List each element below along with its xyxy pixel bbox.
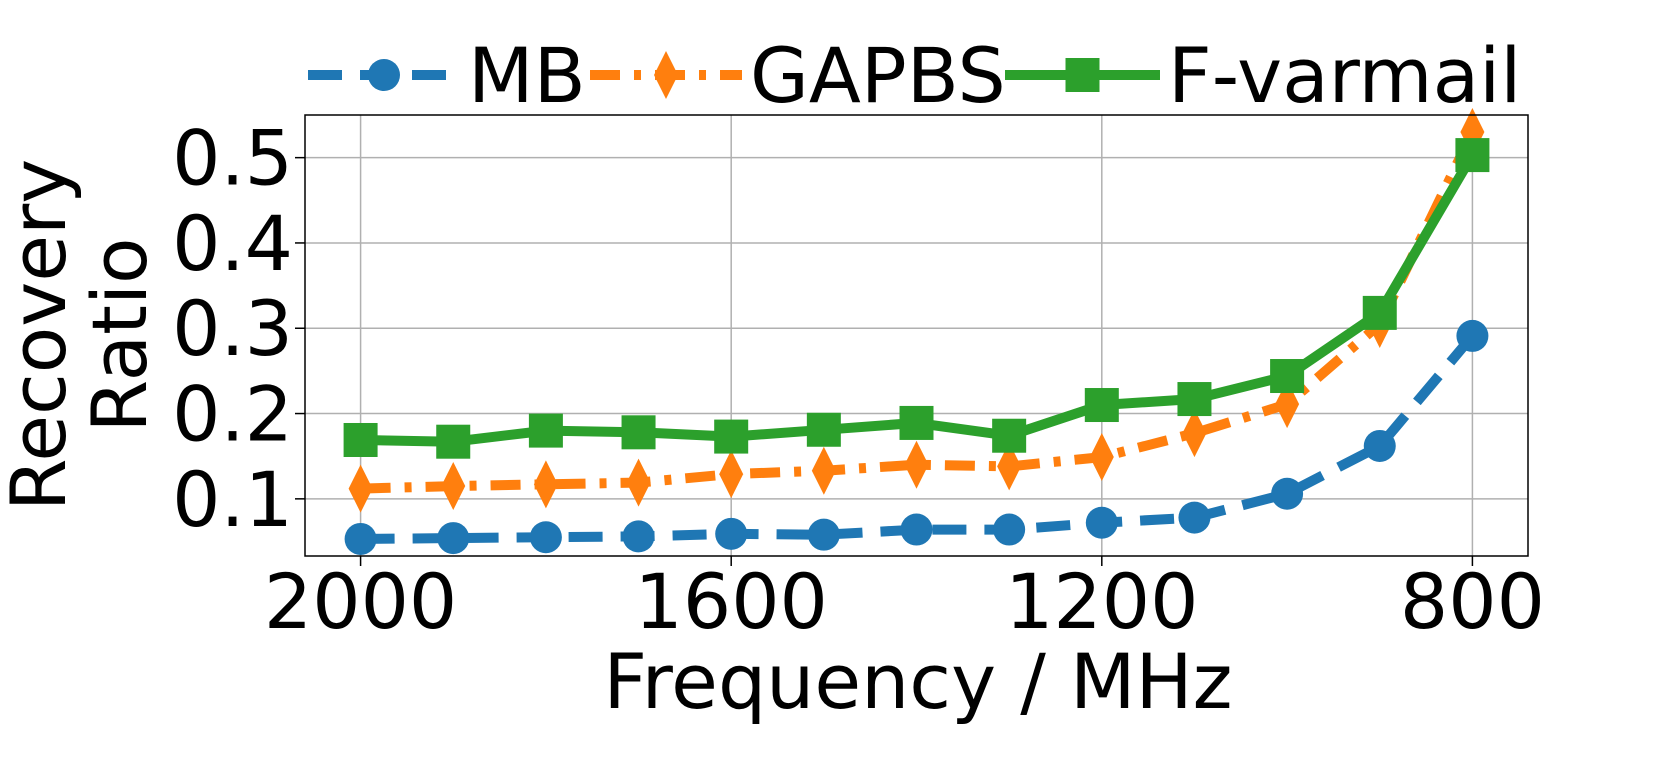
legend-label-gapbs: GAPBS bbox=[750, 31, 1006, 120]
data-point-mb bbox=[1363, 429, 1396, 462]
y-tick-label: 0.4 bbox=[172, 199, 293, 288]
data-point-f-varmail bbox=[1270, 359, 1305, 394]
data-point-mb bbox=[1178, 501, 1211, 534]
data-point-gapbs bbox=[626, 458, 651, 507]
x-tick-label: 1200 bbox=[1005, 557, 1198, 646]
data-point-gapbs bbox=[1089, 433, 1114, 482]
data-point-mb bbox=[715, 517, 748, 550]
y-axis-title-line-1: Recovery bbox=[0, 159, 83, 511]
series-f-varmail bbox=[343, 138, 1490, 459]
data-point-f-varmail bbox=[714, 419, 749, 454]
series-lines bbox=[343, 108, 1490, 555]
y-axis-title-line-2: Ratio bbox=[75, 237, 164, 432]
data-point-gapbs bbox=[997, 442, 1022, 491]
x-tick-label: 800 bbox=[1400, 557, 1545, 646]
series-mb bbox=[344, 319, 1489, 555]
x-tick-label: 2000 bbox=[264, 557, 457, 646]
data-point-f-varmail bbox=[899, 405, 934, 440]
y-tick-label: 0.5 bbox=[172, 114, 293, 203]
data-point-mb bbox=[622, 520, 655, 553]
series-line-f-varmail bbox=[360, 152, 1477, 447]
data-point-mb bbox=[1456, 319, 1489, 352]
series-gapbs bbox=[348, 108, 1485, 513]
data-point-f-varmail bbox=[1177, 382, 1212, 417]
plot-area-frame bbox=[304, 114, 1529, 557]
data-point-f-varmail bbox=[343, 422, 378, 457]
y-tick-label: 0.2 bbox=[172, 370, 293, 459]
legend: MB GAPBS F-varmail bbox=[308, 31, 1521, 120]
data-point-gapbs bbox=[1182, 409, 1207, 458]
legend-marker-mb bbox=[368, 59, 400, 91]
data-point-mb bbox=[900, 513, 933, 546]
data-point-f-varmail bbox=[1455, 138, 1490, 173]
data-point-f-varmail bbox=[528, 413, 563, 448]
axis-ticks: 2000 1600 1200 800 0.10.20.30.40.5 bbox=[172, 114, 1545, 646]
legend-label-f-varmail: F-varmail bbox=[1168, 31, 1521, 120]
data-point-mb bbox=[1085, 506, 1118, 539]
data-point-f-varmail bbox=[1084, 388, 1119, 423]
data-point-gapbs bbox=[533, 460, 558, 509]
data-point-gapbs bbox=[904, 440, 929, 489]
data-point-mb bbox=[993, 513, 1026, 546]
data-point-gapbs bbox=[348, 464, 373, 513]
data-point-gapbs bbox=[441, 462, 466, 511]
data-point-mb bbox=[344, 522, 377, 555]
data-point-f-varmail bbox=[992, 418, 1027, 453]
data-point-f-varmail bbox=[621, 415, 656, 450]
data-point-mb bbox=[437, 522, 470, 555]
legend-label-mb: MB bbox=[468, 31, 586, 120]
data-point-mb bbox=[807, 518, 840, 551]
legend-marker-gapbs bbox=[654, 51, 678, 99]
data-point-f-varmail bbox=[1362, 295, 1397, 330]
data-point-gapbs bbox=[811, 446, 836, 495]
data-point-f-varmail bbox=[436, 424, 471, 459]
x-axis-title: Frequency / MHz bbox=[603, 637, 1232, 726]
data-point-f-varmail bbox=[806, 412, 841, 447]
data-point-mb bbox=[1271, 477, 1304, 510]
x-tick-label: 1600 bbox=[634, 557, 827, 646]
data-point-gapbs bbox=[719, 450, 744, 499]
data-point-mb bbox=[529, 521, 562, 554]
legend-marker-f-varmail bbox=[1065, 58, 1100, 92]
y-tick-label: 0.1 bbox=[172, 455, 293, 544]
y-tick-label: 0.3 bbox=[172, 284, 293, 373]
